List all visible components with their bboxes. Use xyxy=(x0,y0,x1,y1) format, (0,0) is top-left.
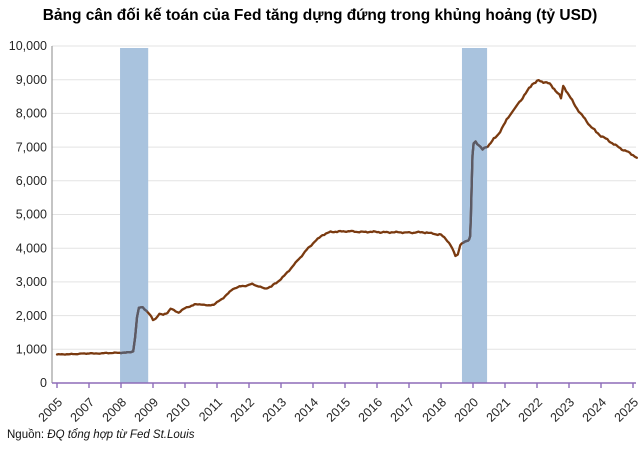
x-axis-label: 2014 xyxy=(292,395,322,425)
x-axis-label: 2005 xyxy=(36,395,66,425)
y-axis-labels: 0 1,000 2,000 3,000 4,000 5,000 6,000 7,000 8,00… xyxy=(9,39,47,390)
x-axis-label: 2021 xyxy=(484,395,514,425)
x-axis-label: 2018 xyxy=(420,395,450,425)
y-axis-label: 10,000 xyxy=(9,39,47,53)
x-axis-ticks xyxy=(56,383,634,388)
x-axis-label: 2020 xyxy=(452,395,482,425)
recession-band-2008-financial-crisis xyxy=(120,48,149,383)
gridlines xyxy=(52,45,636,350)
y-axis-label: 3,000 xyxy=(16,275,47,289)
x-axis-label: 2012 xyxy=(228,395,258,425)
x-axis-label: 2010 xyxy=(164,395,194,425)
fed-assets-line-crisis-segment xyxy=(462,140,488,244)
x-axis-label: 2017 xyxy=(388,395,418,425)
x-axis-label: 2009 xyxy=(132,395,162,425)
chart-title: Bảng cân đối kế toán của Fed tăng dựng đ… xyxy=(42,7,598,24)
y-axis-label: 2,000 xyxy=(16,309,47,323)
x-axis-label: 2011 xyxy=(196,395,225,424)
x-axis-label: 2013 xyxy=(260,395,290,425)
fed-assets-line-crisis-segment xyxy=(119,306,148,355)
y-axis-label: 8,000 xyxy=(16,107,47,121)
x-axis-labels: 2005 2007 2008 2009 2010 2011 2012 2013 2014 2015… xyxy=(36,395,640,425)
y-axis-label: 7,000 xyxy=(16,140,47,154)
x-axis-label: 2022 xyxy=(516,395,546,425)
fed-assets-line xyxy=(55,78,638,356)
x-axis-label: 2008 xyxy=(100,395,130,425)
y-axis-label: 5,000 xyxy=(16,208,47,222)
x-axis-label: 2024 xyxy=(580,395,610,425)
recession-band-2020-covid-crisis xyxy=(461,48,488,383)
source-note: Nguồn: ĐQ tổng hợp từ Fed St.Louis xyxy=(7,429,195,441)
y-axis-label: 9,000 xyxy=(16,73,47,87)
x-axis-label: 2007 xyxy=(68,395,98,425)
x-axis-label: 2025 xyxy=(612,395,640,425)
x-axis-label: 2023 xyxy=(548,395,578,425)
x-axis-label: 2015 xyxy=(324,395,354,425)
y-axis-label: 4,000 xyxy=(16,241,47,255)
source-text: ĐQ tổng hợp từ Fed St.Louis xyxy=(47,429,195,441)
source-label: Nguồn: xyxy=(7,429,48,441)
y-axis-label: 0 xyxy=(40,376,47,390)
y-axis-label: 1,000 xyxy=(16,343,47,357)
y-axis-label: 6,000 xyxy=(16,174,47,188)
x-axis-label: 2016 xyxy=(356,395,386,425)
